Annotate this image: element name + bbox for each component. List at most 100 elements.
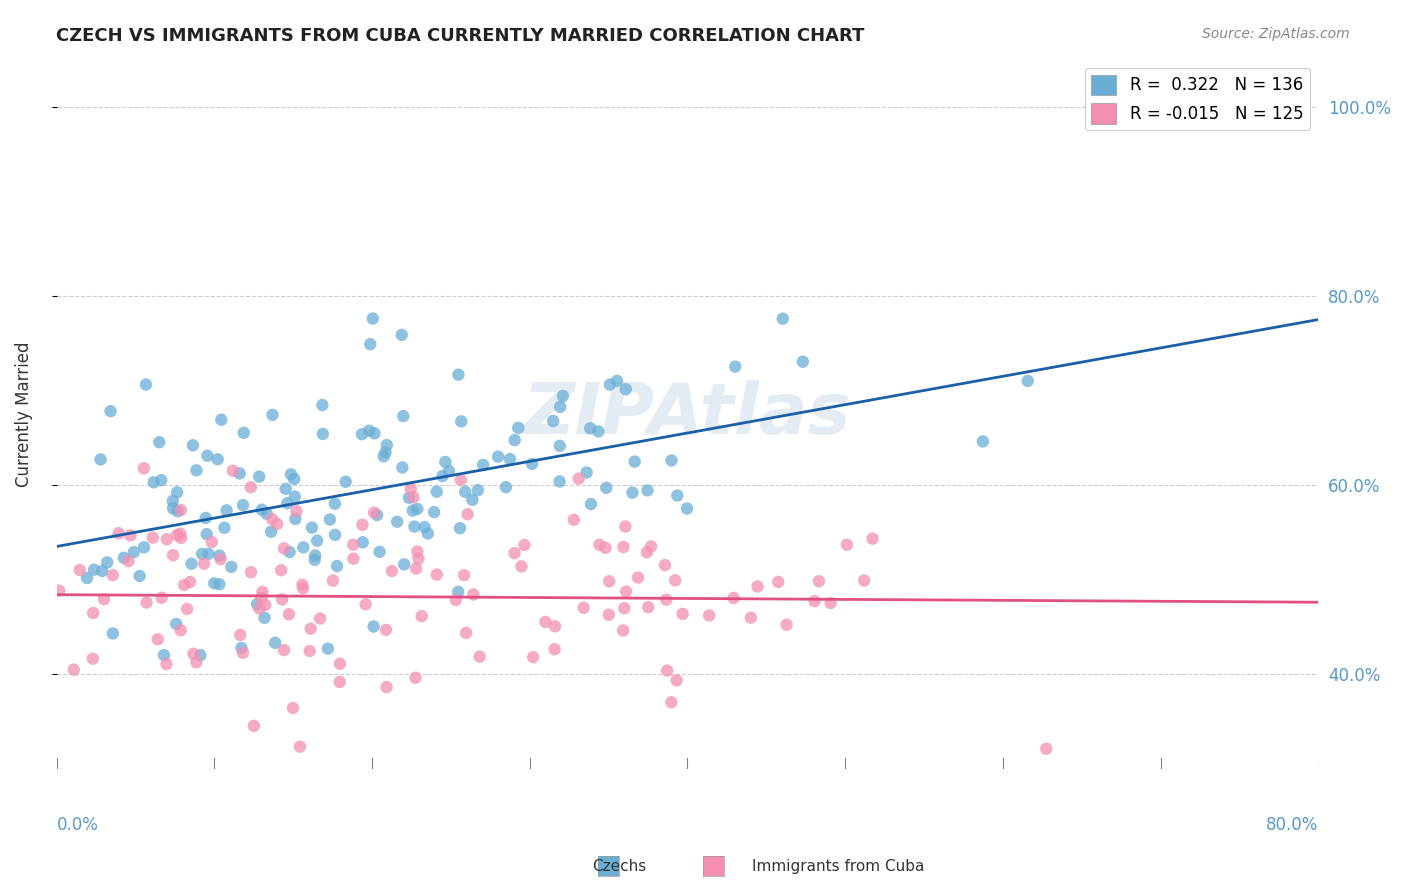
Point: [165, 616, 187, 631]
Text: Czechs: Czechs: [592, 859, 647, 874]
Point: [329, 674, 352, 689]
Point: [457, 507, 479, 521]
Point: [117, 554, 139, 568]
Point: [284, 512, 307, 526]
Point: [520, 457, 543, 471]
Point: [606, 374, 628, 388]
Point: [209, 552, 232, 566]
Point: [76, 571, 98, 585]
Point: [247, 601, 270, 615]
Point: [155, 657, 177, 672]
Point: [153, 648, 176, 662]
Point: [375, 623, 398, 637]
Point: [208, 577, 231, 591]
Point: [853, 574, 876, 588]
Point: [342, 551, 364, 566]
Point: [176, 602, 198, 616]
Point: [101, 568, 124, 582]
Text: Source: ZipAtlas.com: Source: ZipAtlas.com: [1202, 27, 1350, 41]
Point: [972, 434, 994, 449]
Point: [101, 626, 124, 640]
Point: [170, 503, 193, 517]
Point: [405, 561, 427, 575]
Point: [354, 597, 377, 611]
Point: [450, 473, 472, 487]
Point: [170, 531, 193, 545]
Point: [391, 327, 413, 342]
Point: [1035, 741, 1057, 756]
Point: [588, 425, 610, 439]
Point: [456, 626, 478, 640]
Point: [247, 469, 270, 483]
Point: [183, 647, 205, 661]
Point: [637, 600, 659, 615]
Point: [186, 655, 208, 669]
Point: [283, 472, 305, 486]
Point: [264, 636, 287, 650]
Point: [232, 646, 254, 660]
Point: [776, 617, 799, 632]
Point: [90, 452, 112, 467]
Point: [288, 739, 311, 754]
Point: [697, 608, 720, 623]
Point: [270, 563, 292, 577]
Point: [166, 504, 188, 518]
Point: [326, 559, 349, 574]
Point: [62, 663, 84, 677]
Point: [148, 435, 170, 450]
Point: [503, 433, 526, 447]
Point: [361, 311, 384, 326]
Point: [201, 535, 224, 549]
Point: [392, 409, 415, 424]
Point: [472, 458, 495, 472]
Point: [363, 426, 385, 441]
Point: [120, 528, 142, 542]
Point: [181, 438, 204, 452]
Point: [91, 564, 114, 578]
Point: [312, 427, 335, 442]
Point: [413, 520, 436, 534]
Point: [385, 515, 408, 529]
Point: [792, 354, 814, 368]
Point: [543, 642, 565, 657]
Point: [274, 482, 297, 496]
Point: [186, 463, 208, 477]
Point: [221, 560, 243, 574]
Point: [541, 414, 564, 428]
Point: [406, 544, 429, 558]
Point: [447, 368, 470, 382]
Point: [627, 571, 650, 585]
Point: [273, 643, 295, 657]
Point: [83, 563, 105, 577]
Point: [316, 641, 339, 656]
Point: [375, 680, 398, 694]
Point: [173, 578, 195, 592]
Point: [672, 607, 695, 621]
Point: [820, 596, 842, 610]
Point: [655, 592, 678, 607]
Point: [598, 574, 620, 589]
Point: [195, 527, 218, 541]
Point: [398, 491, 420, 505]
Point: [215, 503, 238, 517]
Point: [723, 591, 745, 605]
Point: [307, 533, 329, 548]
Point: [214, 521, 236, 535]
Point: [637, 483, 659, 498]
Point: [222, 464, 245, 478]
Point: [150, 473, 173, 487]
Point: [513, 538, 536, 552]
Point: [93, 592, 115, 607]
Point: [740, 610, 762, 624]
Point: [170, 624, 193, 638]
Point: [276, 496, 298, 510]
Point: [544, 619, 567, 633]
Point: [190, 648, 212, 662]
Point: [162, 493, 184, 508]
Point: [323, 528, 346, 542]
Point: [342, 538, 364, 552]
Point: [399, 482, 422, 496]
Point: [169, 526, 191, 541]
Point: [291, 578, 314, 592]
Point: [434, 455, 457, 469]
